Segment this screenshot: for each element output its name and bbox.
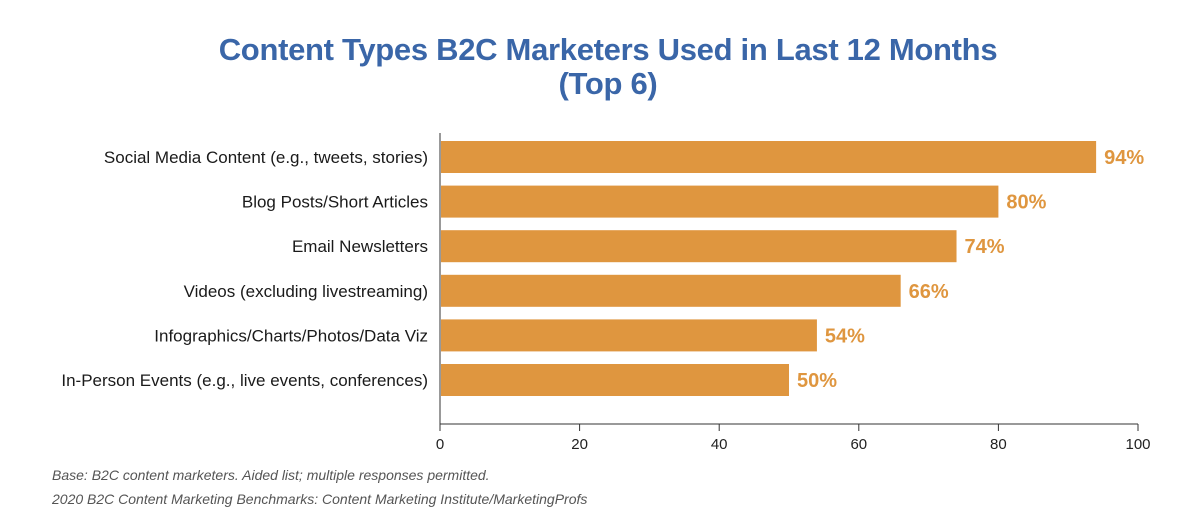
footnote-base: Base: B2C content marketers. Aided list;… [52,467,490,483]
category-label: Email Newsletters [292,237,428,256]
value-label: 80% [1006,192,1046,214]
x-tick-label: 60 [850,436,867,453]
value-label: 50% [797,370,837,392]
bar [441,319,817,352]
bars-group: Social Media Content (e.g., tweets, stor… [61,141,1144,396]
chart-subtitle: (Top 6) [558,66,658,101]
category-label: Videos (excluding livestreaming) [184,282,428,301]
bar [441,141,1097,173]
bar [441,364,789,396]
x-axis: 0 20 40 60 80 100 [436,133,1151,453]
value-label: 54% [825,325,865,347]
category-label: In-Person Events (e.g., live events, con… [61,371,428,390]
x-tick-label: 40 [711,436,728,453]
x-tick-label: 100 [1125,436,1150,453]
value-label: 74% [965,236,1005,258]
footnote-source: 2020 B2C Content Marketing Benchmarks: C… [52,491,588,507]
x-tick-label: 80 [990,436,1007,453]
chart-title: Content Types B2C Marketers Used in Last… [218,32,998,67]
category-label: Social Media Content (e.g., tweets, stor… [104,148,428,167]
category-label: Blog Posts/Short Articles [242,193,428,212]
category-label: Infographics/Charts/Photos/Data Viz [154,326,428,345]
value-label: 66% [909,281,949,303]
value-label: 94% [1104,147,1144,169]
x-tick-label: 20 [571,436,588,453]
bar [441,230,957,263]
bar [441,185,999,218]
bar [441,274,901,307]
x-tick-label: 0 [436,436,444,453]
